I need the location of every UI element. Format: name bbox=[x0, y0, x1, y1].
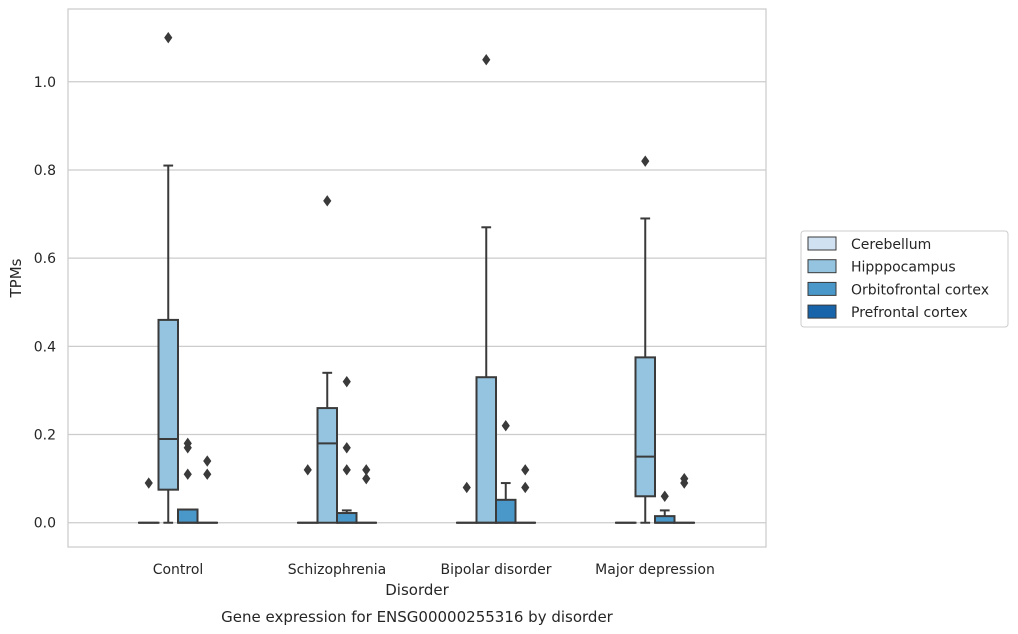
box bbox=[157, 318, 179, 491]
outlier-point bbox=[303, 464, 312, 476]
box-group bbox=[297, 464, 319, 524]
box-group bbox=[475, 54, 497, 524]
box-plot-area bbox=[138, 31, 695, 524]
outlier-point bbox=[462, 481, 471, 494]
legend-swatch bbox=[807, 304, 837, 319]
outlier-point bbox=[362, 472, 371, 485]
box-group bbox=[157, 31, 179, 524]
outlier-point bbox=[183, 442, 192, 454]
outlier-point bbox=[641, 155, 650, 167]
box bbox=[316, 407, 338, 524]
legend-swatch bbox=[807, 259, 837, 274]
box-group bbox=[654, 490, 676, 524]
box-group bbox=[196, 455, 218, 524]
outlier-point bbox=[323, 195, 332, 207]
legend-label: Cerebellum bbox=[851, 237, 931, 253]
x-axis-ticks: Control Schizophrenia Bipolar disorder Majo… bbox=[153, 562, 715, 578]
outlier-point bbox=[144, 477, 153, 489]
legend-items: Cerebellum Hipppocampus Orbitofrontal cort… bbox=[807, 236, 989, 321]
y-tick-label: 0.8 bbox=[34, 163, 56, 179]
outlier-point bbox=[501, 420, 510, 432]
plot-frame bbox=[67, 8, 767, 548]
y-tick-label: 0.0 bbox=[34, 516, 56, 532]
box bbox=[495, 498, 517, 524]
x-tick-label: Control bbox=[153, 562, 204, 578]
legend-swatch bbox=[807, 236, 837, 251]
outlier-point bbox=[164, 31, 173, 44]
legend-label: Orbitofrontal cortex bbox=[851, 282, 989, 298]
legend-label: Hipppocampus bbox=[851, 260, 956, 276]
outlier-point bbox=[203, 468, 212, 480]
y-tick-label: 1.0 bbox=[34, 75, 56, 91]
y-axis-ticks: 0.0 0.2 0.4 0.6 0.8 1.0 bbox=[34, 75, 56, 532]
outlier-point bbox=[482, 54, 491, 66]
legend-swatch bbox=[807, 281, 837, 296]
box bbox=[475, 376, 497, 524]
box-group bbox=[316, 195, 338, 524]
outlier-point bbox=[342, 464, 351, 476]
chart-caption: Gene expression for ENSG00000255316 by d… bbox=[221, 608, 614, 626]
outlier-point bbox=[203, 455, 212, 467]
y-tick-label: 0.4 bbox=[34, 339, 56, 355]
outlier-point bbox=[680, 477, 689, 489]
box-group bbox=[336, 375, 358, 524]
y-axis-title: TPMs bbox=[7, 258, 25, 298]
box bbox=[336, 512, 358, 524]
x-tick-label: Major depression bbox=[595, 562, 715, 578]
box-group bbox=[495, 420, 517, 524]
x-tick-label: Schizophrenia bbox=[288, 562, 386, 578]
outlier-point bbox=[342, 375, 351, 388]
box-group bbox=[355, 464, 377, 524]
box-group bbox=[514, 464, 536, 524]
outlier-point bbox=[521, 464, 530, 476]
box-group bbox=[177, 437, 199, 524]
box-group bbox=[138, 477, 160, 524]
outlier-point bbox=[521, 481, 530, 494]
box-group bbox=[456, 481, 478, 524]
outlier-point bbox=[183, 468, 192, 480]
x-axis-title: Disorder bbox=[385, 581, 449, 599]
y-tick-label: 0.6 bbox=[34, 251, 56, 267]
outlier-point bbox=[660, 490, 669, 502]
box bbox=[177, 508, 199, 524]
legend-frame bbox=[800, 230, 1009, 328]
x-tick-label: Bipolar disorder bbox=[440, 562, 551, 578]
legend: Cerebellum Hipppocampus Orbitofrontal cort… bbox=[800, 230, 1009, 328]
outlier-point bbox=[342, 442, 351, 454]
y-tick-label: 0.2 bbox=[34, 428, 56, 444]
box-group bbox=[673, 472, 695, 524]
legend-label: Prefrontal cortex bbox=[851, 305, 968, 321]
box bbox=[634, 356, 656, 498]
box-group bbox=[634, 155, 656, 524]
